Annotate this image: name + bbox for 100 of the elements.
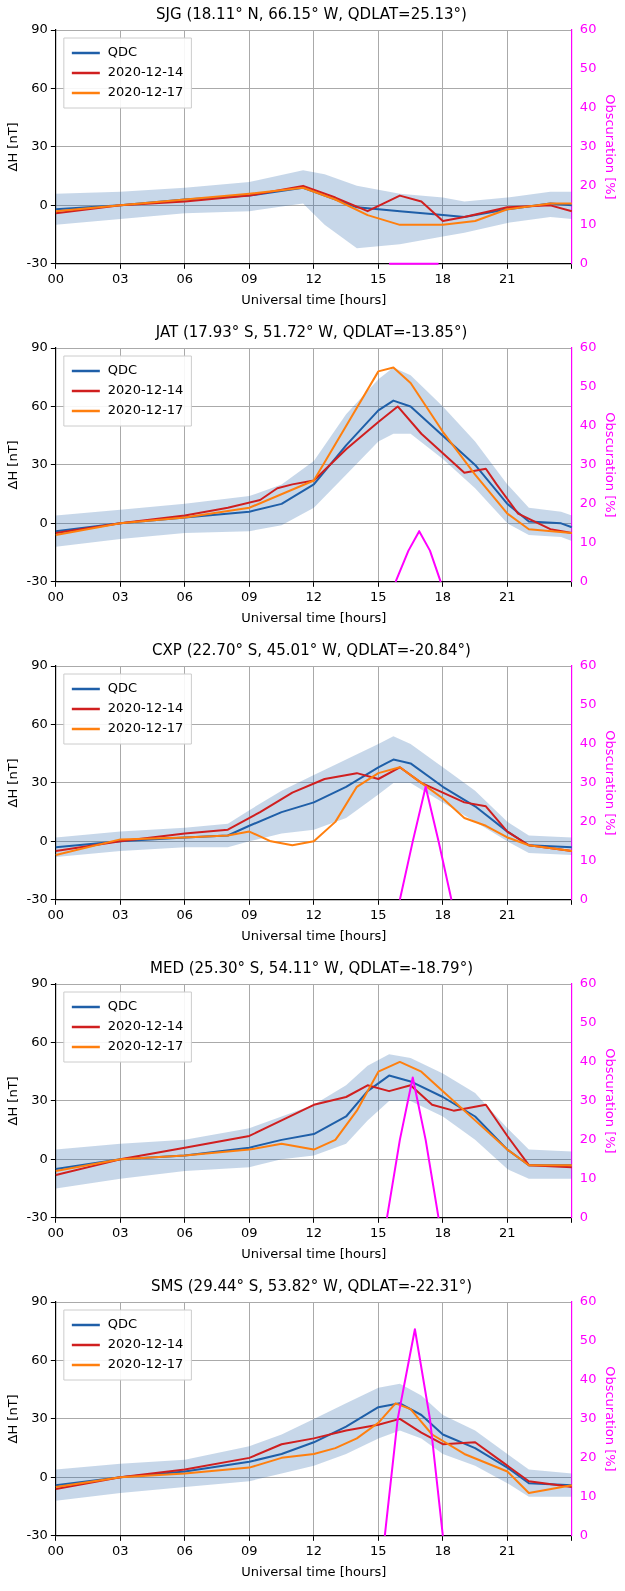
x-tick-label: 21: [499, 1224, 516, 1240]
y-tick-label: -30: [26, 573, 48, 589]
y2-tick-label: 30: [579, 1092, 597, 1108]
legend-label: 2020-12-17: [107, 84, 184, 100]
x-tick-label: 21: [499, 1542, 516, 1558]
legend-label: 2020-12-17: [107, 1356, 184, 1372]
y2-tick-label: 20: [579, 813, 597, 829]
x-tick-label: 06: [176, 1224, 194, 1240]
y2-tick-label: 50: [579, 378, 597, 394]
y-axis-title: ΔH [nT]: [5, 758, 21, 808]
y2-tick-label: 40: [579, 1053, 597, 1069]
y2-axis-title: Obscuration [%]: [602, 730, 618, 836]
x-tick-label: 09: [241, 1542, 258, 1558]
y2-tick-label: 10: [579, 1170, 597, 1186]
x-tick-label: 12: [305, 588, 323, 604]
y-axis-title: ΔH [nT]: [5, 1394, 21, 1444]
y2-tick-label: 50: [579, 1014, 597, 1030]
y2-tick-label: 50: [579, 1332, 597, 1348]
x-tick-label: 06: [176, 906, 194, 922]
y2-tick-label: 40: [579, 735, 597, 751]
y2-tick-label: 30: [579, 1410, 597, 1426]
legend-label: QDC: [107, 362, 138, 378]
y-tick-label: 0: [39, 196, 48, 212]
y2-tick-label: 20: [579, 1131, 597, 1147]
y2-tick-label: 10: [579, 216, 597, 232]
x-tick-label: 21: [499, 588, 516, 604]
x-axis-title: Universal time [hours]: [241, 1563, 387, 1579]
y-tick-label: 90: [31, 657, 48, 673]
y-tick-label: 30: [31, 138, 48, 154]
x-tick-label: 12: [305, 270, 323, 286]
chart-title: SJG (18.11° N, 66.15° W, QDLAT=25.13°): [156, 4, 467, 23]
x-axis-title: Universal time [hours]: [241, 1245, 387, 1261]
y2-tick-label: 40: [579, 99, 597, 115]
y-tick-label: -30: [26, 891, 48, 907]
x-tick-label: 15: [370, 906, 387, 922]
y-tick-label: 0: [39, 832, 48, 848]
y-tick-label: 60: [31, 79, 48, 95]
y2-tick-label: 30: [579, 138, 597, 154]
legend-label: 2020-12-14: [107, 1018, 184, 1034]
y2-tick-label: 0: [579, 255, 589, 271]
x-tick-label: 15: [370, 1542, 387, 1558]
x-axis-title: Universal time [hours]: [241, 291, 387, 307]
x-axis-title: Universal time [hours]: [241, 927, 387, 943]
y-tick-label: 90: [31, 339, 48, 355]
y2-tick-label: 20: [579, 1449, 597, 1465]
x-tick-label: 18: [434, 906, 452, 922]
y2-tick-label: 10: [579, 534, 597, 550]
x-tick-label: 21: [499, 270, 516, 286]
legend-label: 2020-12-17: [107, 1038, 184, 1054]
legend-label: 2020-12-17: [107, 402, 184, 418]
x-tick-label: 18: [434, 270, 452, 286]
y2-axis-title: Obscuration [%]: [602, 412, 618, 518]
x-tick-label: 15: [370, 1224, 387, 1240]
legend-label: 2020-12-17: [107, 720, 184, 736]
y-tick-label: -30: [26, 255, 48, 271]
legend-label: QDC: [107, 998, 138, 1014]
x-tick-label: 06: [176, 1542, 194, 1558]
x-tick-label: 03: [112, 588, 129, 604]
y-tick-label: 60: [31, 715, 48, 731]
x-tick-label: 03: [112, 1542, 129, 1558]
x-tick-label: 03: [112, 270, 129, 286]
x-tick-label: 00: [47, 588, 65, 604]
x-tick-label: 00: [47, 906, 65, 922]
y2-tick-label: 0: [579, 1209, 589, 1225]
y2-tick-label: 40: [579, 417, 597, 433]
y-axis-title: ΔH [nT]: [5, 122, 21, 172]
y2-tick-label: 60: [579, 1293, 597, 1309]
legend-label: QDC: [107, 1316, 138, 1332]
legend-label: QDC: [107, 680, 138, 696]
y2-tick-label: 60: [579, 339, 597, 355]
legend-label: 2020-12-14: [107, 64, 184, 80]
x-axis-title: Universal time [hours]: [241, 609, 387, 625]
y-axis-title: ΔH [nT]: [5, 1076, 21, 1126]
legend-label: 2020-12-14: [107, 700, 184, 716]
y2-tick-label: 10: [579, 1488, 597, 1504]
x-tick-label: 09: [241, 588, 258, 604]
y-axis-title: ΔH [nT]: [5, 440, 21, 490]
y2-tick-label: 30: [579, 456, 597, 472]
y-tick-label: 60: [31, 1351, 48, 1367]
y2-tick-label: 60: [579, 975, 597, 991]
x-tick-label: 00: [47, 1224, 65, 1240]
y2-tick-label: 10: [579, 852, 597, 868]
y2-axis-title: Obscuration [%]: [602, 1366, 618, 1472]
y-tick-label: -30: [26, 1527, 48, 1543]
y2-tick-label: 50: [579, 60, 597, 76]
y2-axis-title: Obscuration [%]: [602, 94, 618, 200]
x-tick-label: 18: [434, 588, 452, 604]
x-tick-label: 09: [241, 1224, 258, 1240]
x-tick-label: 09: [241, 270, 258, 286]
y2-tick-label: 60: [579, 657, 597, 673]
y-tick-label: 60: [31, 397, 48, 413]
chart-title: JAT (17.93° S, 51.72° W, QDLAT=-13.85°): [154, 322, 468, 341]
y-tick-label: 30: [31, 456, 48, 472]
y-tick-label: 60: [31, 1033, 48, 1049]
x-tick-label: 12: [305, 1542, 323, 1558]
x-tick-label: 15: [370, 588, 387, 604]
x-tick-label: 06: [176, 270, 194, 286]
y-tick-label: 0: [39, 514, 48, 530]
x-tick-label: 00: [47, 1542, 65, 1558]
y2-tick-label: 30: [579, 774, 597, 790]
